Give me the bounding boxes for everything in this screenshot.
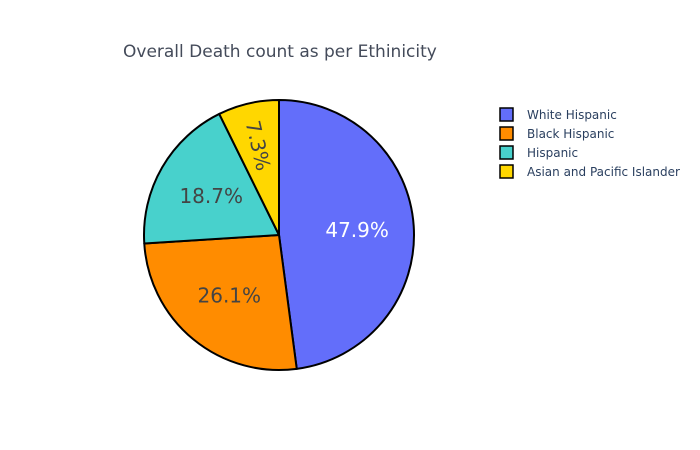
pie-slice-hispanic[interactable] [143,112,280,245]
slice-label-black-hispanic: 26.1% [198,283,262,307]
legend-label: Hispanic [527,146,578,160]
pie-slice-white-hispanic[interactable] [278,99,416,370]
legend-label: White Hispanic [527,108,617,122]
pie-slice-asian-and-pacific-islander[interactable] [218,99,280,236]
pie-slices [143,99,416,371]
slice-label-hispanic: 18.7% [179,184,243,208]
legend-swatch [499,107,514,122]
legend-label: Black Hispanic [527,127,614,141]
chart-title: Overall Death count as per Ethinicity [123,42,437,62]
legend-swatch [499,164,514,179]
legend-item-hispanic[interactable]: Hispanic [499,145,578,160]
pie-slice-black-hispanic[interactable] [143,234,298,371]
legend-label: Asian and Pacific Islander [527,165,680,179]
pie-slice-labels: 47.9%26.1%18.7%7.3% [179,118,388,307]
legend-item-asian-and-pacific-islander[interactable]: Asian and Pacific Islander [499,164,680,179]
legend-swatch [499,145,514,160]
slice-label-white-hispanic: 47.9% [325,218,389,242]
legend-swatch [499,126,514,141]
legend: White Hispanic Black Hispanic Hispanic Asia… [499,107,680,179]
legend-item-white-hispanic[interactable]: White Hispanic [499,107,617,122]
legend-item-black-hispanic[interactable]: Black Hispanic [499,126,614,141]
